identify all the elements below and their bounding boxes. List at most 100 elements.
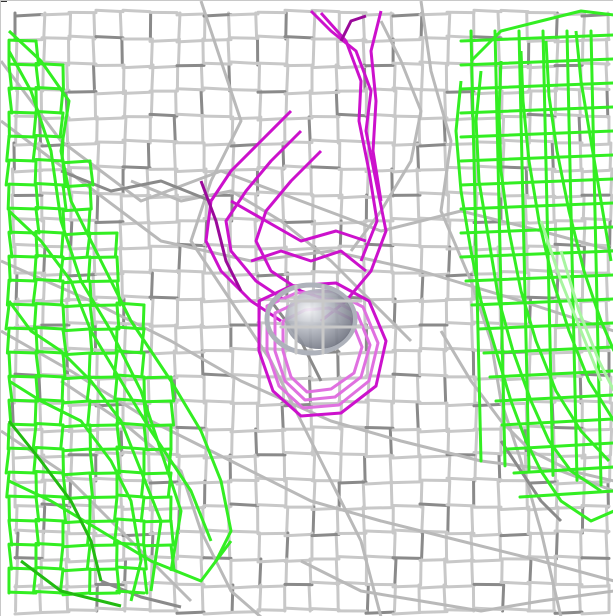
grid-segment <box>285 531 290 561</box>
grid-segment <box>175 269 206 274</box>
grid-segment <box>605 557 610 587</box>
grid-segment <box>174 323 178 353</box>
green-segment <box>512 465 613 475</box>
grid-segment <box>474 427 479 457</box>
green-segment <box>5 327 11 355</box>
grid-segment <box>393 89 398 119</box>
green-segment <box>113 231 119 259</box>
magenta-contour <box>230 199 367 243</box>
grid-segment <box>123 349 128 379</box>
green-segment <box>61 567 92 573</box>
green-segment <box>115 469 146 475</box>
grid-segment <box>285 271 290 301</box>
green-segment <box>31 135 38 163</box>
grid-segment <box>445 218 476 222</box>
grid-segment <box>118 245 123 275</box>
grid-segment <box>496 37 501 67</box>
grid-segment <box>391 504 422 508</box>
grid-segment <box>256 272 287 278</box>
grid-segment <box>553 194 584 200</box>
grid-segment <box>202 61 233 66</box>
grid-segment <box>38 349 43 379</box>
grid-segment <box>95 349 99 379</box>
grid-segment <box>580 142 611 147</box>
grid-segment <box>472 8 503 14</box>
green-segment <box>7 87 14 115</box>
grid-segment <box>121 270 152 274</box>
grid-segment <box>119 427 124 457</box>
grid-segment <box>65 297 70 327</box>
grid-segment <box>393 323 398 353</box>
grid-segment <box>526 139 557 144</box>
magenta-contour <box>309 9 388 323</box>
grid-segment <box>604 63 609 93</box>
green-segment <box>7 62 38 67</box>
grid-segment <box>121 64 152 70</box>
magenta-contour-dark <box>339 14 367 42</box>
grid-segment <box>40 558 71 562</box>
grid-segment <box>254 427 259 457</box>
green-segment <box>7 278 38 283</box>
green-segment <box>142 399 173 404</box>
green-right-mesh <box>454 9 613 523</box>
grid-segment <box>335 505 340 535</box>
green-segment <box>34 39 41 67</box>
green-contour <box>8 479 233 583</box>
grid-segment <box>65 63 70 93</box>
green-segment <box>87 351 92 379</box>
grid-segment <box>284 557 289 587</box>
grid-segment <box>555 505 560 535</box>
grid-segment <box>553 480 584 486</box>
grid-segment <box>227 11 232 41</box>
grid-segment <box>420 271 425 301</box>
grid-segment <box>202 12 233 18</box>
green-segment <box>7 38 38 43</box>
grid-segment <box>391 528 422 534</box>
grid-segment <box>67 402 98 408</box>
green-contour <box>7 300 163 592</box>
grid-segment <box>150 297 155 327</box>
green-segment <box>115 397 146 403</box>
grid-segment <box>604 297 609 327</box>
green-segment <box>59 279 65 307</box>
grid-segment <box>67 190 98 196</box>
grid-segment <box>40 610 71 614</box>
grid-segment <box>285 37 290 67</box>
green-segment <box>61 303 92 309</box>
grid-segment <box>443 89 448 119</box>
grid-segment <box>118 11 123 41</box>
grid-segment <box>118 219 123 249</box>
grid-segment <box>229 454 260 459</box>
grid-segment <box>446 193 451 223</box>
grid-segment <box>523 193 528 223</box>
grey-contour-dark <box>100 579 182 609</box>
grid-segment <box>226 479 231 509</box>
grid-segment <box>443 141 448 171</box>
grid-segment <box>256 402 287 408</box>
grid-segment <box>528 89 533 119</box>
grid-segment <box>526 38 557 43</box>
green-contour-light <box>559 250 613 392</box>
grid-segment <box>146 141 151 171</box>
green-segment <box>61 471 92 477</box>
grid-segment <box>118 453 123 483</box>
grid-segment <box>94 220 125 224</box>
green-segment <box>32 303 38 331</box>
green-segment <box>115 373 146 379</box>
green-segment <box>142 423 149 451</box>
grid-segment <box>257 141 261 171</box>
green-contour <box>497 60 611 463</box>
grid-segment <box>256 584 287 589</box>
green-segment <box>34 495 41 523</box>
green-segment <box>31 279 38 307</box>
grid-segment <box>200 115 205 145</box>
green-segment <box>85 543 92 571</box>
green-segment <box>459 57 613 67</box>
grid-segment <box>172 115 177 145</box>
grid-segment <box>445 428 476 434</box>
grid-segment <box>68 479 72 509</box>
grid-segment <box>229 346 260 352</box>
grid-segment <box>253 453 258 483</box>
